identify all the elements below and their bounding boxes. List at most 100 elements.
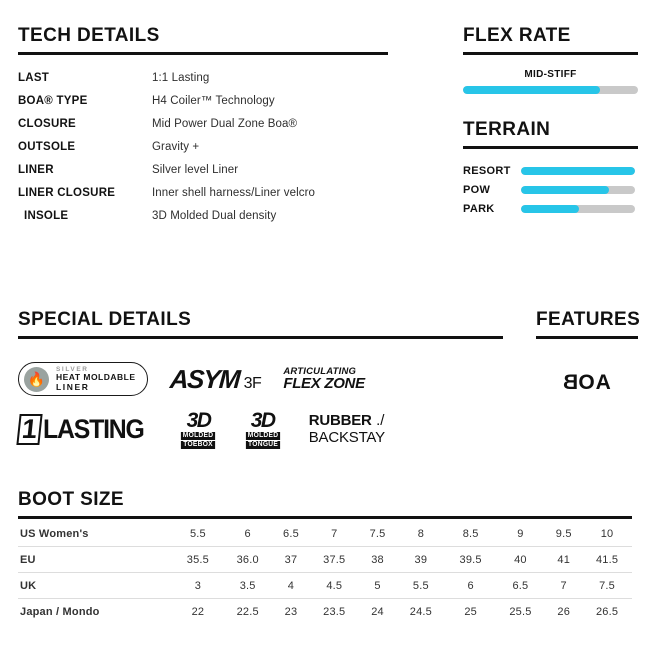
flex-rate-title: FLEX RATE <box>463 25 571 46</box>
special-details-badge-row-1: 🔥 SILVER HEAT MOLDABLE LINER ASYM 3F ART… <box>18 357 503 401</box>
table-row: EU 35.5 36.0 37 37.5 38 39 39.5 40 41 41… <box>18 546 632 573</box>
tech-details-divider <box>18 52 388 55</box>
special-details-badge-row-2: 1 LASTING 3D MOLDED TOEBOX 3D MOLDED TON… <box>16 407 503 451</box>
terrain-track-park <box>521 204 635 213</box>
table-row: Japan / Mondo 22 22.5 23 23.5 24 24.5 25… <box>18 599 632 625</box>
afz-line2: FLEX ZONE <box>283 375 365 393</box>
size-cell: 40 <box>495 546 546 573</box>
terrain-row-park: PARK <box>463 199 638 218</box>
size-cell: 7 <box>545 572 583 599</box>
boa-logo-b: B <box>562 371 579 394</box>
rubber-line2: BACKSTAY <box>308 428 385 446</box>
spec-label-boa-type: BOA® TYPE <box>18 95 88 107</box>
table-row: US Women's 5.5 6 6.5 7 7.5 8 8.5 9 9.5 1… <box>18 521 632 547</box>
table-row: INSOLE 3D Molded Dual density <box>18 205 388 228</box>
molded-toebox-badge: 3D MOLDED TOEBOX <box>180 410 216 449</box>
size-row-label-us-womens: US Women's <box>18 521 173 547</box>
table-row: BOA® TYPE H4 Coiler™ Technology <box>18 90 388 113</box>
spec-label-insole: INSOLE <box>24 210 69 222</box>
terrain-divider <box>463 146 638 149</box>
lasting-number: 1 <box>16 413 43 445</box>
size-cell: 9 <box>495 521 546 547</box>
molded-toebox-3d: 3D <box>186 408 212 432</box>
terrain-track-pow <box>521 185 635 194</box>
flex-rate-meter: MID-STIFF <box>463 69 638 99</box>
terrain-title: TERRAIN <box>463 119 551 140</box>
afz-line1: ARTICULATING <box>283 365 357 377</box>
features-section: FEATURES BOA <box>536 309 641 395</box>
size-cell: 26 <box>557 605 571 618</box>
molded-tongue-line2: TONGUE <box>245 440 280 449</box>
special-details-divider <box>18 336 503 339</box>
flex-rate-caption: MID-STIFF <box>524 69 577 80</box>
terrain-row-pow: POW <box>463 180 638 199</box>
size-cell: 22.5 <box>236 605 259 618</box>
spec-value-closure: Mid Power Dual Zone Boa® <box>152 118 298 130</box>
size-cell: 41.5 <box>582 546 632 573</box>
spec-label-outsole: OUTSOLE <box>18 141 76 153</box>
size-cell: 23 <box>284 605 298 618</box>
terrain-meters: RESORT POW PARK <box>463 161 638 218</box>
liner-badge-text: SILVER HEAT MOLDABLE LINER <box>56 366 136 392</box>
asym-3f-badge: ASYM 3F <box>168 363 262 395</box>
terrain-track-resort <box>521 166 635 175</box>
boot-size-title: BOOT SIZE <box>18 489 124 510</box>
size-cell: 26.5 <box>595 605 619 618</box>
table-row: LINER Silver level Liner <box>18 159 388 182</box>
asym-sub-text: 3F <box>243 374 262 392</box>
boa-logo: BOA <box>536 371 638 395</box>
molded-tongue-badge: 3D MOLDED TONGUE <box>245 410 281 449</box>
special-details-title: SPECIAL DETAILS <box>18 309 192 330</box>
terrain-label-resort: RESORT <box>463 164 511 177</box>
asym-main-text: ASYM <box>168 363 240 394</box>
terrain-row-resort: RESORT <box>463 161 638 180</box>
size-cell: 3.5 <box>222 572 273 599</box>
size-cell: 39 <box>395 546 446 573</box>
table-row: UK 3 3.5 4 4.5 5 5.5 6 6.5 7 7.5 <box>18 572 632 599</box>
size-cell: 4.5 <box>309 572 360 599</box>
size-row-label-japan-mondo: Japan / Mondo <box>20 605 100 618</box>
size-cell: 35.5 <box>173 546 223 573</box>
size-row-label-eu: EU <box>18 546 173 573</box>
rubber-backstay-badge: RUBBER ./ BACKSTAY <box>309 413 385 445</box>
tech-details-title: TECH DETAILS <box>18 25 160 46</box>
rubber-slash-icon: ./ <box>376 412 385 430</box>
boot-size-table: US Women's 5.5 6 6.5 7 7.5 8 8.5 9 9.5 1… <box>18 521 632 624</box>
rubber-backstay-top: RUBBER ./ <box>309 413 385 429</box>
flex-rate-section: FLEX RATE MID-STIFF <box>463 26 638 99</box>
flex-rate-fill <box>463 86 600 94</box>
tech-details-section: TECH DETAILS LAST 1:1 Lasting BOA® TYPE … <box>18 26 388 228</box>
size-cell: 24 <box>371 605 384 618</box>
flame-glyph: 🔥 <box>27 371 46 387</box>
size-cell: 8 <box>395 521 446 547</box>
spec-value-liner: Silver level Liner <box>152 164 239 176</box>
special-details-section: SPECIAL DETAILS 🔥 SILVER HEAT MOLDABLE L… <box>16 309 503 451</box>
flex-rate-track <box>463 86 638 94</box>
terrain-section: TERRAIN RESORT POW PARK <box>463 120 638 218</box>
terrain-fill-pow <box>521 185 609 194</box>
size-cell: 37 <box>272 546 310 573</box>
table-row: LINER CLOSURE Inner shell harness/Liner … <box>18 182 388 205</box>
flame-icon: 🔥 <box>24 366 49 392</box>
size-cell: 5 <box>359 572 396 599</box>
size-cell: 5.5 <box>395 572 446 599</box>
features-divider <box>536 336 638 339</box>
table-row: OUTSOLE Gravity + <box>18 136 388 159</box>
size-cell: 6.5 <box>272 521 310 547</box>
spec-label-closure: CLOSURE <box>18 118 76 130</box>
terrain-fill-resort <box>521 166 635 175</box>
features-title: FEATURES <box>536 309 641 330</box>
size-cell: 24.5 <box>409 605 432 618</box>
spec-value-liner-closure: Inner shell harness/Liner velcro <box>152 187 316 199</box>
size-cell: 3 <box>173 572 223 599</box>
spec-label-liner: LINER <box>18 164 54 176</box>
size-cell: 4 <box>272 572 310 599</box>
boot-size-divider <box>18 516 632 519</box>
size-cell: 37.5 <box>309 546 360 573</box>
rubber-line1: RUBBER <box>308 412 372 430</box>
size-cell: 10 <box>582 521 632 547</box>
size-cell: 6 <box>445 572 496 599</box>
terrain-label-park: PARK <box>463 202 495 215</box>
spec-value-insole: 3D Molded Dual density <box>152 210 277 222</box>
